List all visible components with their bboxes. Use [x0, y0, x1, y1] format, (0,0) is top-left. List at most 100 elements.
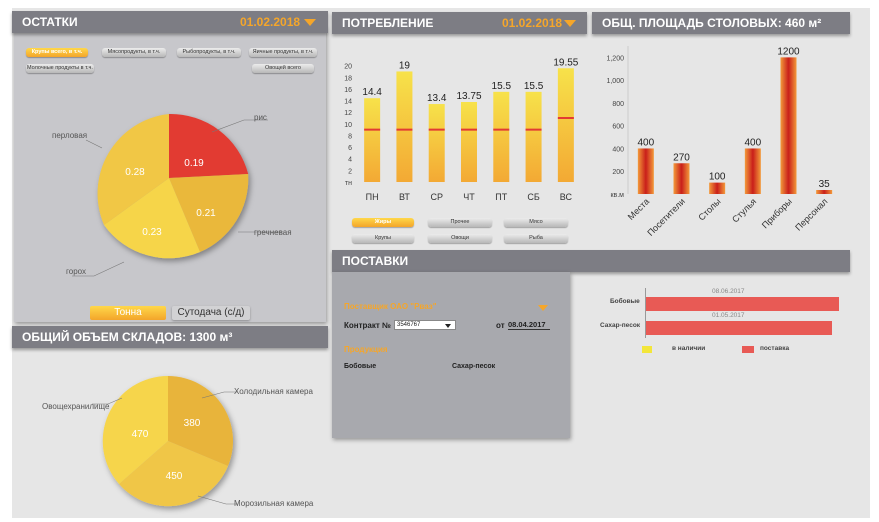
remains-panel: ОСТАТКИ 01.02.2018 Крупы всего, в т.ч. М…	[12, 8, 328, 326]
reference-line	[396, 128, 413, 131]
bar-value-label: 400	[637, 137, 654, 148]
y-tick-label: 8	[348, 133, 352, 140]
legend-delivery-label: поставка	[760, 345, 790, 352]
filter-vegetables[interactable]: Овощей всего	[252, 64, 314, 73]
reference-line	[525, 128, 542, 131]
pie-slice-freezer[interactable]	[119, 441, 228, 507]
y-tick-label: 200	[612, 169, 624, 176]
slice-value-gorokh: 0.23	[142, 227, 162, 238]
bar-value-label: 100	[709, 172, 726, 183]
x-tick-label: СБ	[527, 192, 539, 202]
bar-Места[interactable]	[637, 148, 654, 194]
gantt-axis	[645, 288, 646, 338]
filter-eggs[interactable]: Яичные продукты, в т.ч.	[249, 48, 317, 57]
remains-title: ОСТАТКИ	[22, 15, 78, 29]
delivery-bar-1[interactable]	[646, 297, 839, 311]
slice-label-grechnevaya: гречневая	[254, 228, 292, 237]
from-label: от	[496, 321, 505, 330]
bar-Приборы[interactable]	[780, 57, 797, 194]
slice-label-freezer: Морозильная камера	[234, 499, 314, 508]
chevron-down-icon[interactable]	[564, 20, 576, 27]
pie-slice-gorokh[interactable]	[104, 178, 200, 259]
y-unit-label: тн	[345, 180, 352, 187]
bar-value-label: 19.55	[553, 57, 578, 68]
bar-Посетители[interactable]	[673, 163, 690, 194]
bar-ПТ[interactable]	[493, 91, 510, 182]
chevron-down-icon[interactable]	[538, 305, 548, 311]
slice-value-grechnevaya: 0.21	[196, 208, 216, 219]
from-date-field[interactable]: 08.04.2017	[508, 320, 550, 330]
filter-meat-cons[interactable]: Мясо	[504, 218, 568, 227]
pie-slice-vegetable-store[interactable]	[102, 375, 168, 484]
contract-select[interactable]: 3546767	[394, 320, 456, 330]
y-tick-label: 800	[612, 101, 624, 108]
bar-ВТ[interactable]	[396, 71, 413, 182]
x-tick-label: Посетители	[645, 196, 687, 238]
product-sugar[interactable]: Сахар-песок	[452, 363, 496, 370]
x-tick-label: Приборы	[760, 196, 794, 230]
filter-cereals[interactable]: Крупы всего, в т.ч.	[26, 48, 88, 57]
legend-available-label: в наличии	[672, 345, 706, 352]
products-label: Продукция	[344, 345, 388, 354]
dining-panel: ОБЩ. ПЛОЩАДЬ СТОЛОВЫХ: 460 м² 1,200 1,000…	[592, 8, 850, 246]
dining-header: ОБЩ. ПЛОЩАДЬ СТОЛОВЫХ: 460 м²	[592, 12, 850, 34]
filter-vegetables-cons[interactable]: Овощи	[428, 234, 492, 243]
storage-pie-chart: Холодильная камера Овощехранилище Морози…	[42, 375, 314, 508]
bar-Стулья[interactable]	[744, 148, 761, 194]
y-tick-label: 10	[344, 122, 352, 129]
x-tick-label: СР	[430, 192, 443, 202]
slice-label-perlovaya: перловая	[52, 131, 87, 140]
bar-Столы[interactable]	[709, 182, 726, 194]
filter-meat[interactable]: Мясопродукты, в т.ч.	[102, 48, 166, 57]
delivery-date-1: 08.06.2017	[712, 288, 745, 295]
chevron-down-icon[interactable]	[304, 19, 316, 26]
bar-СБ[interactable]	[525, 91, 542, 182]
filter-other[interactable]: Прочее	[428, 218, 492, 227]
pie-slice-cold-room[interactable]	[168, 376, 234, 466]
deliveries-form	[332, 272, 570, 438]
filter-fats[interactable]: Жиры	[352, 218, 414, 227]
sutodacha-button[interactable]: Сутодача (с/д)	[172, 306, 250, 320]
consumption-panel: ПОТРЕБЛЕНИЕ 01.02.2018 20 18 16 14 12 10 8 6 4 2 т…	[332, 8, 587, 246]
remains-date[interactable]: 01.02.2018	[240, 15, 301, 29]
pie-slice-ris[interactable]	[169, 113, 249, 178]
bar-value-label: 14.4	[362, 87, 382, 98]
bar-СР[interactable]	[428, 104, 445, 182]
reference-line	[428, 128, 445, 131]
pie-slice-perlovaya[interactable]	[97, 114, 169, 225]
delivery-row-label-1: Бобовые	[610, 298, 640, 305]
caret-down-icon	[445, 324, 451, 328]
bar-ВС[interactable]	[557, 68, 574, 182]
x-tick-label: Места	[626, 196, 652, 222]
x-tick-label: ВС	[560, 192, 573, 202]
pie-slice-grechnevaya[interactable]	[169, 174, 249, 252]
bar-Персонал[interactable]	[816, 190, 833, 194]
x-tick-label: Стулья	[730, 196, 758, 224]
bar-ЧТ[interactable]	[461, 102, 477, 182]
delivery-bar-2[interactable]	[646, 321, 832, 335]
consumption-date[interactable]: 01.02.2018	[502, 16, 563, 30]
dining-bar-chart: 1,200 1,000 800 600 400 200 кв.м 400 Места 270 Пос…	[606, 46, 842, 238]
consumption-title: ПОТРЕБЛЕНИЕ	[342, 16, 434, 30]
slice-value-vegetable-store: 470	[132, 429, 149, 440]
reference-line	[493, 128, 510, 131]
tonna-button[interactable]: Тонна	[90, 306, 166, 320]
slice-label-cold-room: Холодильная камера	[234, 387, 313, 396]
remains-pie-chart: рис перловая гречневая горох 0.19 0.21 0…	[52, 113, 292, 277]
filter-cereals-cons[interactable]: Крупы	[352, 234, 414, 243]
bar-ПН[interactable]	[364, 98, 381, 182]
product-beans[interactable]: Бобовые	[344, 363, 377, 370]
y-tick-label: 12	[344, 110, 352, 117]
filter-dairy[interactable]: Молочные продукты в т.ч.	[26, 64, 94, 73]
supplier-select[interactable]: Поставщик ОАО "Рваз"	[344, 302, 437, 311]
bar-value-label: 13.4	[427, 93, 447, 104]
y-tick-label: 18	[344, 75, 352, 82]
slice-value-freezer: 450	[166, 471, 183, 482]
filter-fish-cons[interactable]: Рыба	[504, 234, 568, 243]
bar-value-label: 400	[744, 137, 761, 148]
bar-value-label: 15.5	[524, 81, 544, 92]
filter-fish[interactable]: Рыбопродукты, в т.ч.	[177, 48, 241, 57]
x-tick-label: Персонал	[793, 196, 829, 232]
reference-line	[557, 117, 574, 119]
slice-label-ris: рис	[254, 113, 267, 122]
